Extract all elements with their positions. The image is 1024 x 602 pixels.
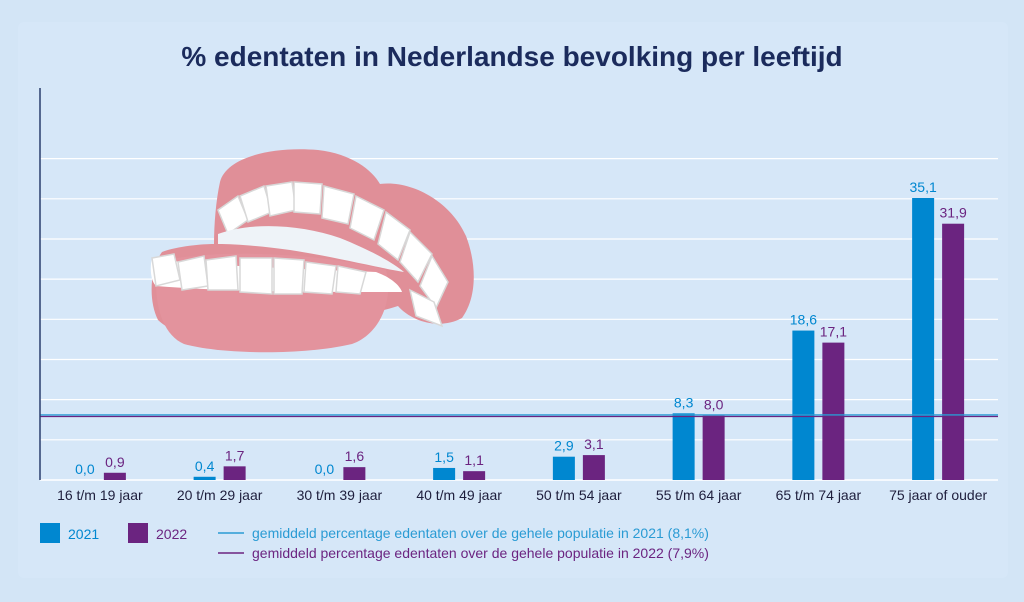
data-label-2021-5: 8,3 (674, 394, 694, 410)
legend-label-2021: 2021 (68, 526, 99, 542)
x-tick-label: 20 t/m 29 jaar (177, 487, 263, 503)
x-tick-label: 55 t/m 64 jaar (656, 487, 742, 503)
dentures-icon (150, 149, 474, 353)
x-tick-label: 75 jaar of ouder (889, 487, 987, 503)
bar-2022-0 (103, 472, 126, 480)
reference-lines (40, 414, 998, 418)
legend-swatch-2022 (128, 523, 148, 543)
data-label-2022-1: 1,7 (225, 447, 245, 463)
legend: 2021 2022 gemiddeld percentage edentaten… (40, 523, 709, 561)
bar-2021-6 (792, 330, 815, 480)
data-label-2021-4: 2,9 (554, 438, 574, 454)
data-label-2021-7: 35,1 (910, 179, 937, 195)
legend-label-avg-2021: gemiddeld percentage edentaten over de g… (252, 525, 709, 541)
bar-2022-2 (343, 467, 366, 480)
data-label-2022-7: 31,9 (940, 205, 967, 221)
bar-2022-5 (702, 415, 725, 480)
bar-2021-5 (672, 413, 695, 480)
data-label-2022-0: 0,9 (105, 454, 125, 470)
data-label-2021-1: 0,4 (195, 458, 215, 474)
x-tick-label: 50 t/m 54 jaar (536, 487, 622, 503)
data-label-2022-5: 8,0 (704, 397, 724, 413)
bar-2021-3 (433, 467, 456, 480)
x-tick-label: 65 t/m 74 jaar (776, 487, 862, 503)
legend-label-2022: 2022 (156, 526, 187, 542)
value-labels: 0,0 0,9 0,4 1,7 0,0 1,6 1,5 1,1 2,9 3,1 8,3 8,0 18,6… (75, 179, 967, 477)
bar-2022-6 (822, 342, 845, 480)
data-label-2022-3: 1,1 (464, 452, 484, 468)
bar-2022-7 (942, 223, 965, 480)
data-label-2021-0: 0,0 (75, 461, 95, 477)
data-label-2021-3: 1,5 (434, 449, 454, 465)
bar-2021-4 (552, 456, 575, 480)
x-axis-ticks: 16 t/m 19 jaar 20 t/m 29 jaar 30 t/m 39 ja… (57, 487, 987, 503)
data-label-2022-6: 17,1 (820, 324, 847, 340)
legend-swatch-2021 (40, 523, 60, 543)
bar-2021-1 (193, 476, 216, 480)
bars (103, 198, 965, 480)
data-label-2021-6: 18,6 (790, 312, 817, 328)
data-label-2022-4: 3,1 (584, 436, 604, 452)
data-label-2022-2: 1,6 (345, 448, 365, 464)
data-label-2021-2: 0,0 (315, 461, 335, 477)
bar-2022-3 (463, 471, 486, 480)
x-tick-label: 40 t/m 49 jaar (416, 487, 502, 503)
legend-label-avg-2022: gemiddeld percentage edentaten over de g… (252, 545, 709, 561)
bar-2022-4 (582, 455, 605, 480)
x-tick-label: 30 t/m 39 jaar (297, 487, 383, 503)
chart-title: % edentaten in Nederlandse bevolking per… (181, 41, 842, 72)
bar-2021-7 (912, 198, 935, 480)
bar-2022-1 (223, 466, 246, 480)
x-tick-label: 16 t/m 19 jaar (57, 487, 143, 503)
